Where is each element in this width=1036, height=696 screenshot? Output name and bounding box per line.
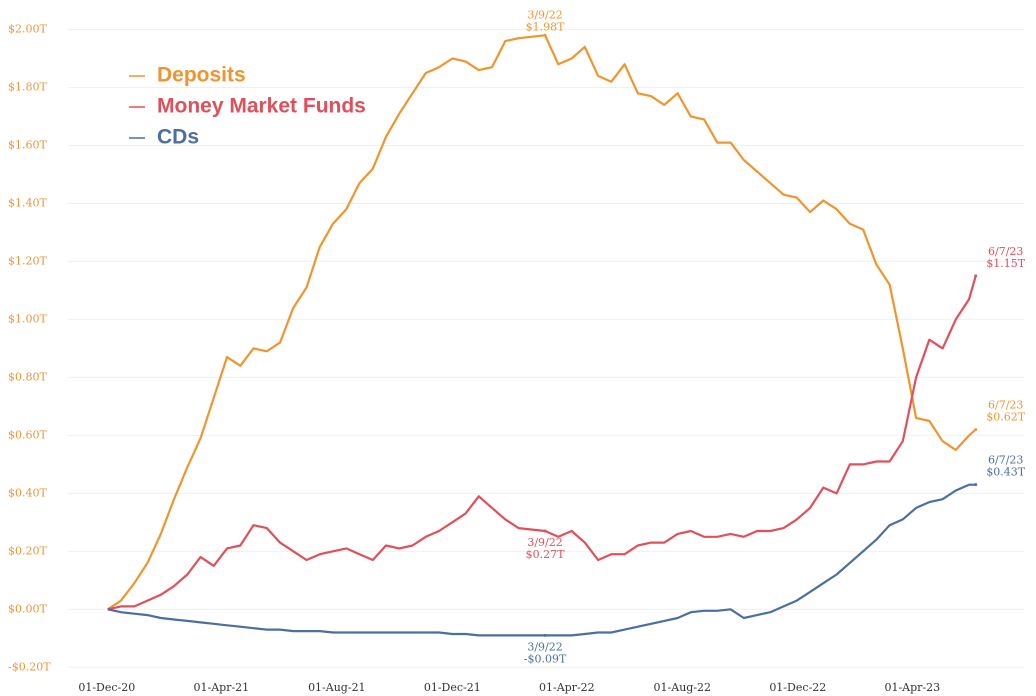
x-tick-label: 01-Aug-22 (654, 681, 712, 694)
annotation-text: 3/9/22 (527, 640, 562, 653)
y-tick-label: $1.40T (8, 196, 47, 209)
annotation-anchor (543, 633, 547, 637)
x-tick-label: 01-Apr-21 (194, 681, 250, 694)
y-tick-label: $2.00T (8, 22, 47, 35)
annotation-text: 6/7/23 (988, 399, 1023, 412)
annotation-text: 6/7/23 (988, 454, 1023, 467)
x-tick-label: 01-Dec-20 (78, 681, 135, 694)
annotation-text: $1.15T (986, 257, 1025, 270)
annotation-anchor (543, 529, 547, 533)
annotation-text: -$0.09T (524, 652, 567, 665)
annotation-text: 3/9/22 (527, 536, 562, 549)
annotation-text: $1.98T (526, 20, 565, 33)
y-tick-label: -$0.20T (8, 660, 51, 673)
annotation-text: 3/9/22 (527, 8, 562, 21)
annotation-text: $0.62T (986, 411, 1025, 424)
x-tick-label: 01-Apr-23 (884, 681, 940, 694)
y-tick-label: $0.00T (8, 602, 47, 615)
annotation-text: 6/7/23 (988, 245, 1023, 258)
x-tick-label: 01-Apr-22 (539, 681, 595, 694)
legend-label: Deposits (157, 64, 246, 87)
annotation-anchor (543, 33, 547, 37)
annotation-anchor (974, 428, 978, 432)
annotation-text: $0.43T (986, 466, 1025, 479)
series-line (107, 34, 977, 611)
legend-label: CDs (157, 126, 199, 149)
y-tick-label: $0.60T (8, 428, 47, 441)
y-tick-label: $1.80T (8, 80, 47, 93)
legend-label: Money Market Funds (157, 95, 366, 118)
y-tick-label: $0.80T (8, 370, 47, 383)
x-tick-label: 01-Dec-22 (769, 681, 826, 694)
series-line (107, 275, 977, 611)
x-tick-label: 01-Aug-21 (308, 681, 366, 694)
x-tick-label: 01-Dec-21 (424, 681, 481, 694)
y-tick-label: $1.20T (8, 254, 47, 267)
annotation-anchor (974, 483, 978, 487)
annotation-text: $0.27T (526, 548, 565, 561)
y-tick-label: $0.20T (8, 544, 47, 557)
y-tick-label: $0.40T (8, 486, 47, 499)
y-tick-label: $1.00T (8, 312, 47, 325)
y-tick-label: $1.60T (8, 138, 47, 151)
series-line (107, 483, 976, 637)
annotation-anchor (974, 274, 978, 278)
